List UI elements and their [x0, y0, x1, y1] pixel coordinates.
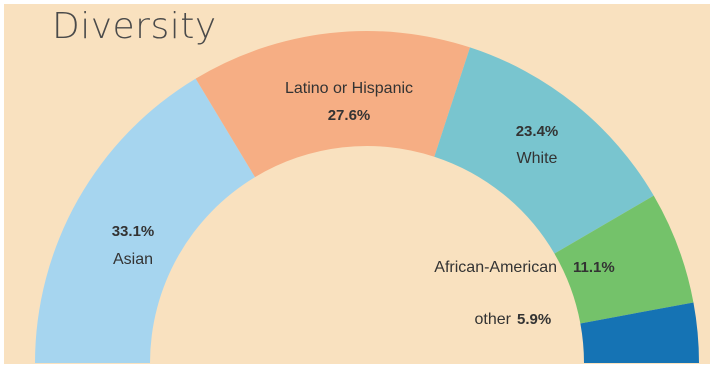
- slice-value-african-american: 11.1%: [573, 259, 615, 276]
- slice-value-white: 23.4%: [516, 123, 559, 140]
- slice-value-latino: 27.6%: [328, 107, 371, 124]
- slice-label-asian: Asian: [113, 251, 153, 268]
- chart-title: Diversity: [52, 6, 217, 47]
- slice-value-other: 5.9%: [517, 311, 551, 328]
- slice-label-other: other: [475, 311, 512, 328]
- slice-white: [434, 47, 654, 254]
- slice-other: [580, 302, 699, 363]
- slice-african-american: [554, 195, 694, 324]
- slice-label-latino: Latino or Hispanic: [285, 80, 413, 97]
- slice-label-african-american: African-American: [434, 259, 557, 276]
- slice-latino-or-hispanic: [195, 30, 470, 178]
- slice-asian: [35, 78, 256, 364]
- slices-group: [35, 30, 699, 364]
- slice-label-white: White: [517, 150, 558, 167]
- slice-value-asian: 33.1%: [112, 223, 155, 240]
